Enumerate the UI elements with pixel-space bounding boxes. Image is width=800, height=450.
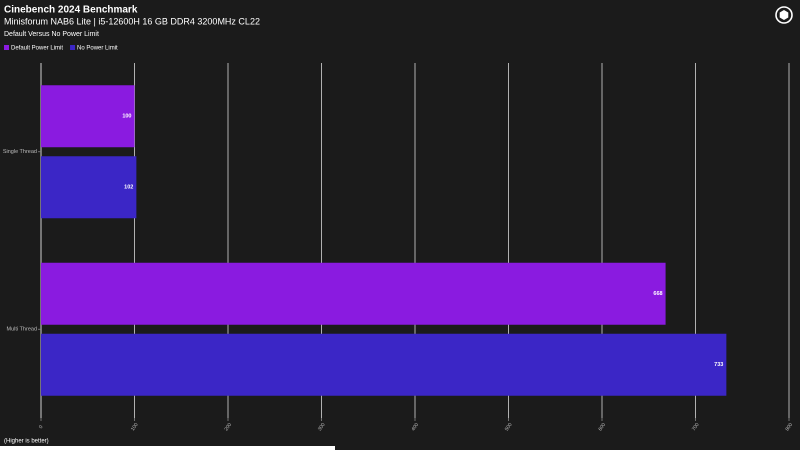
legend-swatch xyxy=(4,45,9,50)
scrollbar xyxy=(0,446,335,450)
x-tick-label: 600 xyxy=(597,422,607,432)
bar xyxy=(41,85,135,148)
x-tick-label: 700 xyxy=(691,422,701,432)
bar xyxy=(41,333,727,396)
value-label: 733 xyxy=(714,362,723,368)
x-tick-label: 500 xyxy=(504,422,514,432)
chart-subtitle: Minisforum NAB6 Lite | i5-12600H 16 GB D… xyxy=(4,16,260,26)
bar xyxy=(41,156,137,219)
chart-title: Cinebench 2024 Benchmark xyxy=(4,5,138,16)
value-label: 100 xyxy=(122,114,131,120)
y-tick-label: Single Thread xyxy=(3,149,37,155)
x-tick-label: 400 xyxy=(410,422,420,432)
bar xyxy=(41,262,666,325)
x-tick-label: 0 xyxy=(38,424,45,430)
legend-label: Default Power Limit xyxy=(11,46,63,52)
x-tick-label: 300 xyxy=(317,422,327,432)
value-label: 102 xyxy=(124,185,133,191)
legend-swatch xyxy=(70,45,76,50)
x-tick-label: 800 xyxy=(784,422,794,432)
value-label: 668 xyxy=(653,291,662,297)
y-tick-label: Multi Thread xyxy=(7,327,37,333)
x-tick-label: 100 xyxy=(130,422,140,432)
footnote: (Higher is better) xyxy=(4,439,49,445)
logo-icon xyxy=(775,6,793,24)
chart-description: Default Versus No Power Limit xyxy=(4,31,99,38)
legend-label: No Power Limit xyxy=(77,46,118,52)
x-tick-label: 200 xyxy=(223,422,233,432)
